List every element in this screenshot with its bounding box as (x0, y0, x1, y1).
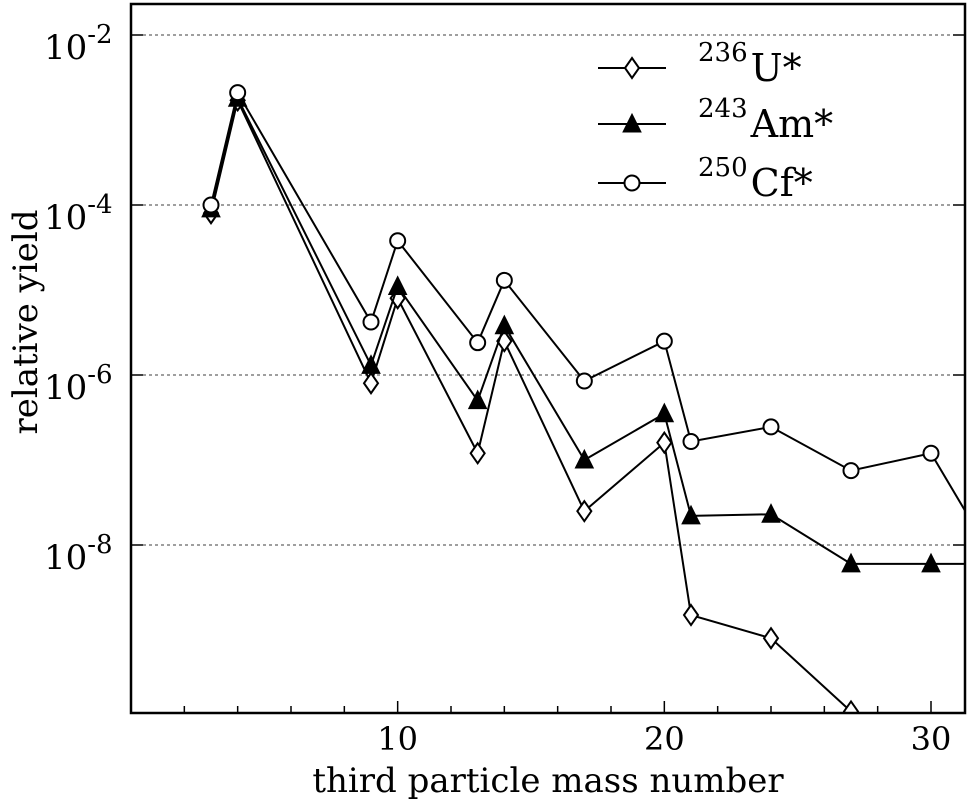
data-point (469, 334, 487, 352)
legend-label-superscript: 250 (698, 153, 748, 183)
legend-label-superscript: 236 (698, 38, 748, 68)
data-point (469, 441, 486, 466)
data-point (842, 462, 860, 480)
data-point (841, 552, 861, 573)
data-point (922, 444, 940, 462)
data-point (654, 402, 675, 423)
legend-label-name: Am* (750, 102, 833, 146)
y-tick-label: 10-2 (44, 20, 113, 68)
x-axis-title: third particle mass number (312, 761, 784, 801)
legend-label-superscript: 243 (698, 94, 748, 124)
y-tick-base: 10 (44, 28, 87, 68)
gridlines (131, 34, 965, 546)
data-point (229, 84, 247, 102)
tick-marks (131, 34, 965, 713)
series-layer (201, 84, 965, 713)
x-tick-label: 10 (377, 720, 418, 758)
legend-label-name: U* (751, 46, 802, 90)
y-tick-exponent: -6 (87, 360, 112, 390)
x-tick-labels: 10 20 30 (377, 720, 951, 758)
data-point (387, 275, 408, 295)
series-cf (202, 84, 965, 513)
legend-item: 250Cf* (598, 153, 813, 205)
legend-label: 243Am* (698, 94, 833, 146)
data-point (202, 196, 220, 214)
plot-frame (129, 2, 967, 715)
data-point (362, 313, 380, 331)
legend-marker (622, 112, 642, 133)
y-tick-base: 10 (44, 538, 87, 578)
legend: 236U*243Am*250Cf* (598, 38, 833, 205)
y-tick-labels: 10-210-410-610-8 (44, 20, 113, 578)
data-point (842, 699, 860, 713)
series-line (210, 95, 965, 565)
data-point (576, 499, 593, 523)
y-tick-label: 10-4 (44, 190, 113, 238)
y-axis-title: relative yield (6, 209, 46, 434)
data-point (494, 314, 515, 335)
data-point (762, 626, 780, 650)
y-tick-exponent: -4 (87, 190, 112, 220)
legend-marker (623, 56, 641, 80)
data-point (655, 332, 673, 350)
y-tick-label: 10-6 (44, 360, 113, 408)
y-tick-label: 10-8 (44, 530, 113, 578)
data-point (362, 371, 380, 395)
data-point (761, 503, 781, 523)
legend-label: 236U* (698, 38, 802, 90)
data-point (574, 448, 595, 469)
data-point (682, 603, 700, 627)
data-point (681, 504, 701, 525)
data-point (389, 232, 407, 250)
data-point (467, 389, 488, 410)
data-point (495, 271, 513, 289)
data-point (656, 430, 673, 455)
y-tick-base: 10 (44, 368, 87, 408)
legend-item: 236U* (598, 38, 802, 90)
x-tick-label: 20 (644, 720, 685, 758)
x-tick-label: 30 (911, 720, 952, 758)
legend-item: 243Am* (598, 94, 833, 146)
y-tick-exponent: -2 (87, 20, 112, 50)
legend-label: 250Cf* (698, 153, 813, 205)
data-point (762, 418, 780, 436)
data-point (921, 552, 941, 573)
series-line (210, 89, 965, 513)
data-point (575, 372, 593, 390)
series-am (201, 87, 965, 573)
data-point (682, 433, 700, 451)
y-tick-exponent: -8 (87, 530, 112, 560)
y-tick-base: 10 (44, 198, 87, 238)
legend-marker (623, 174, 641, 192)
legend-label-name: Cf* (751, 161, 813, 205)
data-point (361, 354, 381, 374)
